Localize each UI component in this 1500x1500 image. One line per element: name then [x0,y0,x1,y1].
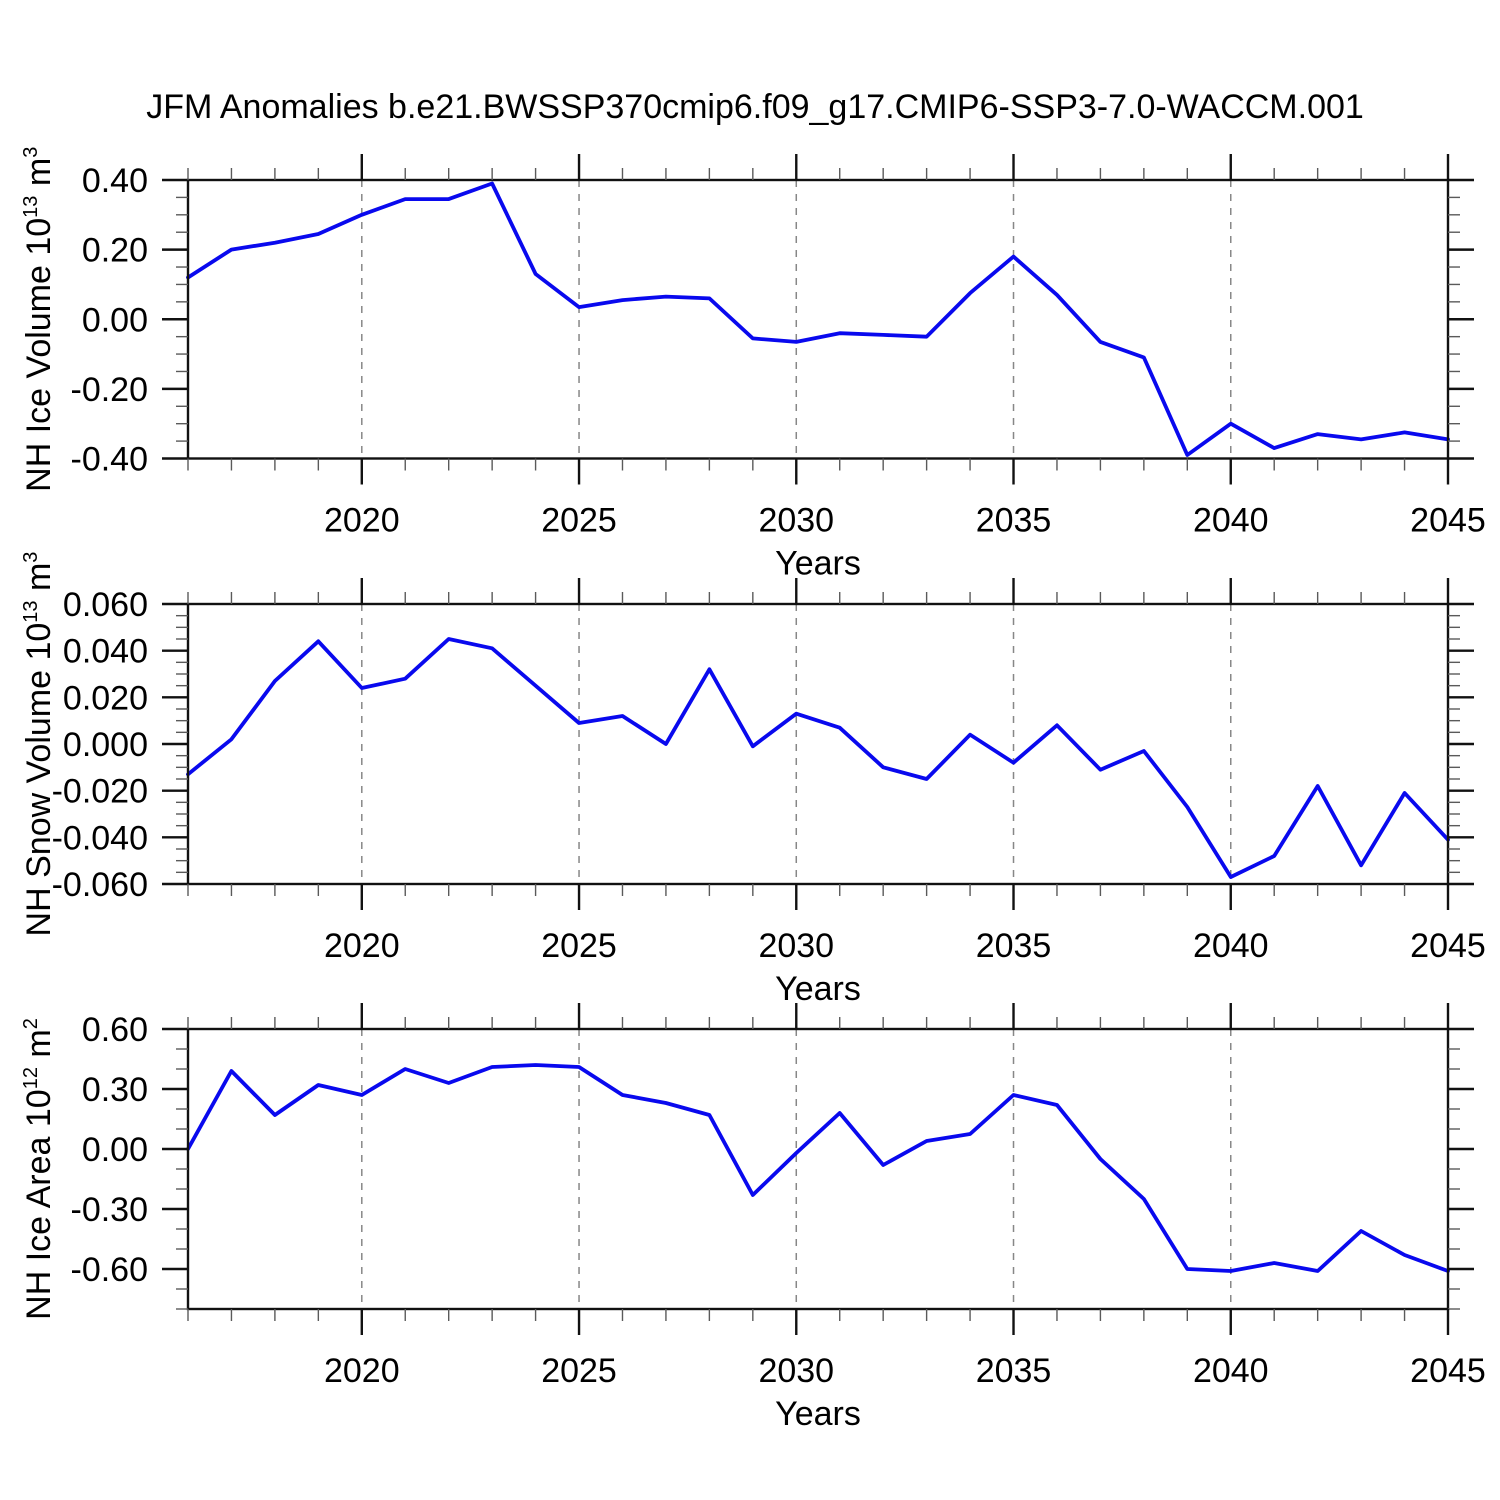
y-tick-label: 0.60 [82,1011,148,1049]
y-tick-label: 0.00 [82,1131,148,1169]
x-tick-label: 2040 [1193,502,1269,540]
y-axis-title: NH Ice Volume 1013 m3 [20,147,58,492]
y-tick-label: -0.30 [71,1191,149,1229]
x-tick-label: 2020 [324,1352,400,1390]
x-axis-title: Years [775,970,861,1008]
axis-box [186,602,1450,886]
x-tick-label: 2030 [758,502,834,540]
y-tick-label: 0.020 [63,679,148,717]
x-tick-label: 2030 [758,1352,834,1390]
y-tick-label: -0.020 [52,773,148,811]
x-tick-label: 2040 [1193,927,1269,965]
y-tick-label: -0.20 [71,371,149,409]
nh-ice-volume-subplot: -0.40 -0.20 0.00 0.20 0.40 2020 2025 2030 2035 20… [20,147,1486,583]
y-tick-label: -0.060 [52,866,148,904]
x-tick-label: 2035 [976,502,1052,540]
y-tick-label: 0.060 [63,586,148,624]
y-tick-label: -0.40 [71,441,149,479]
y-axis-title: NH Ice Area 1012 m2 [20,1018,58,1320]
y-tick-label: 0.00 [82,301,148,339]
x-tick-label: 2045 [1410,502,1486,540]
y-tick-label: 0.40 [82,162,148,200]
y-tick-label: 0.30 [82,1071,148,1109]
x-tick-label: 2025 [541,502,617,540]
nh-ice-area-line [186,1063,1450,1273]
x-tick-label: 2040 [1193,1352,1269,1390]
y-tick-label: 0.040 [63,633,148,671]
nh-ice-volume-line [186,181,1450,457]
x-tick-label: 2045 [1410,927,1486,965]
figure-title: JFM Anomalies b.e21.BWSSP370cmip6.f09_g1… [146,88,1364,126]
nh-snow-volume-line [186,637,1450,879]
nh-snow-volume-subplot: -0.060 -0.040 -0.020 0.000 0.020 0.040 0.060 20… [20,552,1486,1008]
x-axis-title: Years [775,545,861,583]
axis-box [186,178,1450,460]
y-tick-label: 0.20 [82,232,148,270]
x-tick-label: 2020 [324,927,400,965]
x-tick-label: 2025 [541,927,617,965]
y-tick-label: -0.60 [71,1251,149,1289]
nh-ice-area-subplot: -0.60 -0.30 0.00 0.30 0.60 2020 2025 2030 2035 20… [20,1003,1486,1433]
x-tick-label: 2025 [541,1352,617,1390]
x-tick-label: 2035 [976,927,1052,965]
x-tick-label: 2030 [758,927,834,965]
x-tick-label: 2045 [1410,1352,1486,1390]
x-tick-label: 2035 [976,1352,1052,1390]
x-tick-label: 2020 [324,502,400,540]
y-tick-label: 0.000 [63,726,148,764]
y-axis-title: NH Snow Volume 1013 m3 [20,552,58,937]
x-axis-title: Years [775,1395,861,1433]
y-tick-label: -0.040 [52,819,148,857]
